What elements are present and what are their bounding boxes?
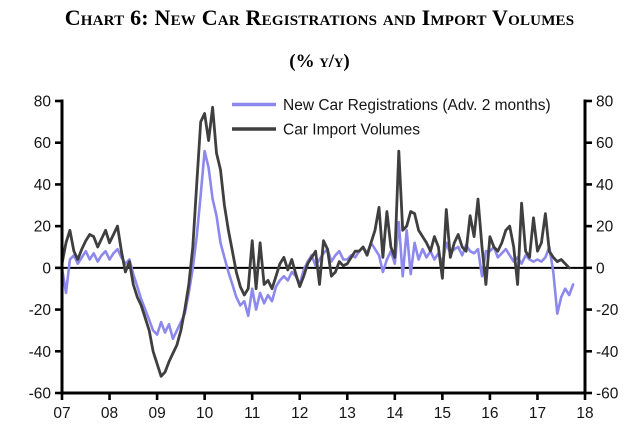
x-axis-label: 07 xyxy=(53,405,70,422)
axes-frame xyxy=(60,99,587,395)
new-car-registrations-line xyxy=(60,149,575,341)
x-axis-label: 15 xyxy=(434,405,451,422)
car-import-volumes-line xyxy=(60,105,571,378)
y-axis-label-left: 40 xyxy=(34,177,52,194)
y-axis-label-right: 20 xyxy=(596,219,614,236)
y-axis-label-right: -60 xyxy=(596,386,619,403)
y-axis-label-left: 60 xyxy=(34,135,52,152)
y-axis-label-left: -40 xyxy=(29,344,52,361)
x-axis-label: 09 xyxy=(148,405,165,422)
x-axis-label: 12 xyxy=(291,405,308,422)
x-axis-label: 13 xyxy=(339,405,356,422)
y-axis-label-left: -60 xyxy=(29,386,52,403)
y-axis-label-left: 0 xyxy=(42,260,51,277)
y-axis-label-right: 60 xyxy=(596,135,614,152)
x-axis-label: 08 xyxy=(101,405,118,422)
y-axis-label-left: -20 xyxy=(29,302,52,319)
y-axis-label-left: 80 xyxy=(34,94,52,111)
chart-title: Chart 6: New Car Registrations and Impor… xyxy=(64,5,575,30)
x-axis-label: 10 xyxy=(196,405,214,422)
x-axis-label: 14 xyxy=(386,405,404,422)
x-axis-label: 11 xyxy=(244,405,260,422)
y-axis-label-right: 80 xyxy=(596,94,614,111)
chart-subtitle: (% y/y) xyxy=(289,51,350,72)
legend-label-new-car-registrations: New Car Registrations (Adv. 2 months) xyxy=(283,97,551,114)
y-axis-label-right: -20 xyxy=(596,302,619,319)
x-axis-label: 16 xyxy=(481,405,498,422)
x-axis-label: 18 xyxy=(576,405,593,422)
y-axis-label-right: -40 xyxy=(596,344,619,361)
legend-label-car-import-volumes: Car Import Volumes xyxy=(283,122,420,139)
y-axis-label-right: 40 xyxy=(596,177,614,194)
y-axis-label-right: 0 xyxy=(596,260,605,277)
x-axis-label: 17 xyxy=(529,405,546,422)
y-axis-label-left: 20 xyxy=(34,219,52,236)
